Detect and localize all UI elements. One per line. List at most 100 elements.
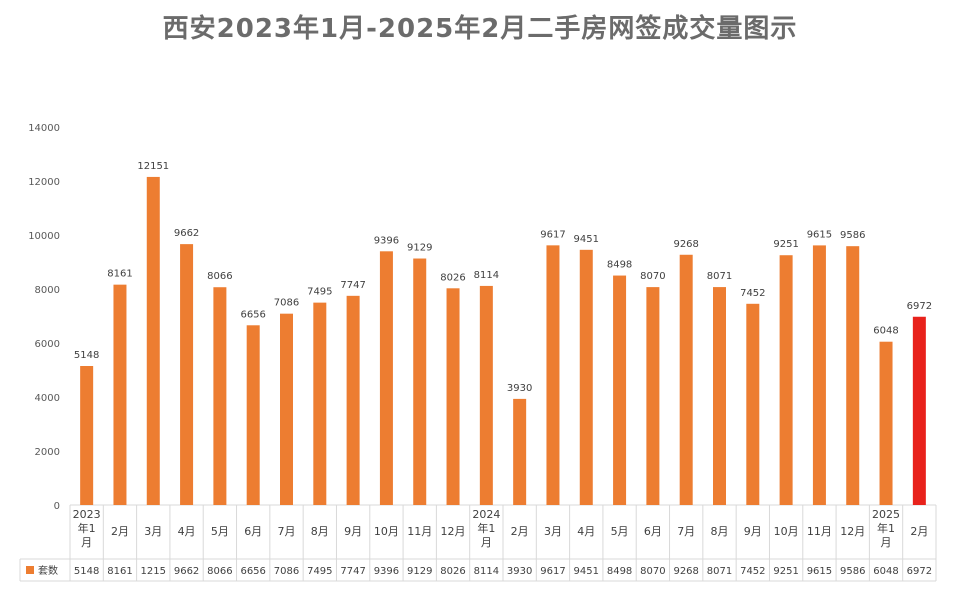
data-label: 6656: [240, 309, 265, 320]
y-tick-label: 8000: [35, 285, 60, 296]
bar: [879, 341, 893, 505]
data-label: 9586: [840, 230, 865, 241]
chart-title: 西安2023年1月-2025年2月二手房网签成交量图示: [162, 14, 798, 44]
data-label: 8066: [207, 271, 232, 282]
table-value: 6048: [873, 566, 898, 577]
x-tick-label: 4月: [577, 525, 595, 538]
table-value: 7086: [274, 566, 299, 577]
bar: [679, 254, 693, 505]
x-tick-label: 年1: [477, 521, 495, 535]
x-tick-label: 9月: [344, 525, 362, 538]
table-value: 8114: [474, 566, 499, 577]
bar: [613, 275, 627, 505]
x-tick-label: 12月: [840, 525, 865, 538]
table-value: 8161: [107, 566, 132, 577]
table-value: 9251: [773, 566, 798, 577]
data-label: 8070: [640, 271, 665, 282]
data-label: 8026: [440, 272, 465, 283]
x-tick-label: 年1: [78, 521, 96, 535]
bar: [446, 288, 460, 505]
table-value: 9615: [807, 566, 832, 577]
data-label: 9251: [773, 239, 798, 250]
x-tick-label: 5月: [211, 525, 229, 538]
x-tick-label: 7月: [677, 525, 695, 538]
table-value: 6972: [907, 566, 932, 577]
data-label: 7086: [274, 298, 299, 309]
data-label: 9268: [673, 239, 698, 250]
data-label: 8114: [474, 270, 499, 281]
x-tick-label: 2月: [910, 525, 928, 538]
y-tick-label: 0: [54, 501, 60, 512]
data-label: 7495: [307, 287, 332, 298]
bar: [746, 303, 760, 505]
data-label: 9662: [174, 228, 199, 239]
table-value: 9662: [174, 566, 199, 577]
y-tick-label: 12000: [28, 177, 60, 188]
x-tick-label: 3月: [144, 525, 162, 538]
bar: [180, 244, 194, 505]
bar: [779, 255, 793, 505]
x-tick-label: 3月: [544, 525, 562, 538]
x-tick-label: 2024: [472, 508, 500, 521]
bar: [280, 313, 293, 505]
table-value: 3930: [507, 566, 532, 577]
table-value: 9617: [540, 566, 565, 577]
bar: [80, 366, 94, 505]
bar: [579, 249, 593, 505]
bar: [379, 251, 393, 505]
data-label: 7747: [340, 280, 365, 291]
bar: [546, 245, 560, 505]
legend-label: 套数: [38, 564, 58, 577]
y-tick-label: 6000: [35, 339, 60, 350]
bar: [413, 258, 427, 505]
x-tick-label: 2月: [111, 525, 129, 538]
bar: [812, 245, 826, 505]
bar: [213, 287, 227, 505]
table-value: 6656: [240, 566, 265, 577]
x-tick-label: 月: [881, 536, 892, 549]
x-tick-label: 6月: [644, 525, 662, 538]
x-tick-label: 7月: [278, 525, 296, 538]
bar: [146, 176, 160, 505]
table-value: 8498: [607, 566, 632, 577]
table-value: 8066: [207, 566, 232, 577]
data-label: 9451: [574, 234, 599, 245]
x-tick-label: 月: [81, 536, 92, 549]
bar: [346, 295, 360, 505]
y-tick-label: 2000: [35, 447, 60, 458]
table-value: 5148: [74, 566, 99, 577]
table-value: 9396: [374, 566, 399, 577]
x-tick-label: 年1: [877, 521, 895, 535]
bar: [912, 316, 926, 505]
data-label: 9617: [540, 229, 565, 240]
data-label: 6048: [873, 326, 898, 337]
data-label: 7452: [740, 288, 765, 299]
x-tick-label: 6月: [244, 525, 262, 538]
table-value: 7747: [340, 566, 365, 577]
table-value: 8071: [707, 566, 732, 577]
x-tick-label: 8月: [311, 525, 329, 538]
data-label: 8161: [107, 269, 132, 280]
bar: [246, 325, 260, 505]
x-tick-label: 10月: [374, 525, 399, 538]
data-label: 9129: [407, 243, 432, 254]
bar: [513, 398, 527, 505]
data-label: 8498: [607, 260, 632, 271]
table-value: 7495: [307, 566, 332, 577]
x-tick-label: 月: [481, 536, 492, 549]
bar: [846, 246, 860, 506]
table-value: 9129: [407, 566, 432, 577]
x-tick-label: 12月: [441, 525, 466, 538]
x-tick-label: 2025: [872, 508, 900, 521]
x-tick-label: 5月: [611, 525, 629, 538]
table-value: 1215: [141, 566, 166, 577]
bar: [113, 284, 127, 505]
data-label: 6972: [907, 301, 932, 312]
y-tick-label: 14000: [28, 123, 60, 134]
x-tick-label: 2023: [73, 508, 101, 521]
bar: [713, 287, 726, 505]
table-value: 9268: [673, 566, 698, 577]
table-value: 9451: [574, 566, 599, 577]
x-tick-label: 8月: [711, 525, 729, 538]
